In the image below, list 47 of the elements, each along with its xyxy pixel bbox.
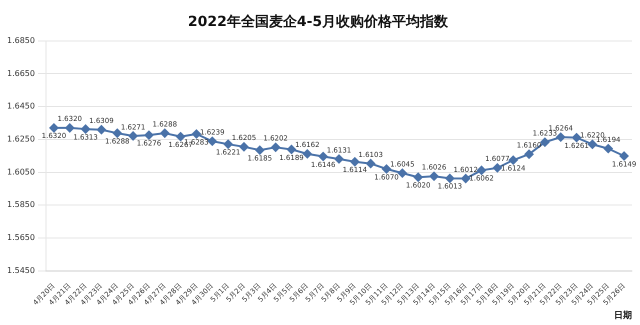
point bbox=[620, 152, 629, 161]
point bbox=[556, 132, 566, 142]
point bbox=[286, 144, 296, 154]
point bbox=[49, 123, 58, 132]
point bbox=[128, 131, 138, 140]
point bbox=[255, 146, 264, 155]
point bbox=[81, 124, 90, 134]
point bbox=[160, 128, 170, 138]
y-tick-label: 1.5650 bbox=[6, 233, 35, 242]
point bbox=[224, 140, 233, 149]
point bbox=[239, 142, 248, 152]
point bbox=[524, 150, 534, 159]
point bbox=[176, 132, 186, 142]
point bbox=[366, 159, 376, 168]
y-tick-label: 1.6850 bbox=[6, 36, 35, 45]
point bbox=[112, 128, 122, 138]
chart-title: 2022年全国麦企4-5月收购价格平均指数 bbox=[188, 14, 450, 30]
point bbox=[572, 133, 582, 142]
point bbox=[492, 163, 502, 172]
point bbox=[588, 140, 597, 149]
y-tick-label: 1.5850 bbox=[6, 200, 35, 210]
point bbox=[350, 157, 360, 166]
y-tick-label: 1.6650 bbox=[6, 68, 35, 78]
point bbox=[604, 144, 613, 154]
x-axis-title: 日期 bbox=[614, 310, 632, 321]
point bbox=[414, 172, 423, 182]
point bbox=[334, 154, 344, 164]
y-tick-label: 1.5450 bbox=[6, 266, 35, 275]
point bbox=[208, 136, 217, 146]
point bbox=[65, 123, 74, 132]
y-tick-label: 1.6050 bbox=[6, 167, 35, 176]
y-tick-label: 1.6450 bbox=[6, 102, 35, 111]
point bbox=[477, 166, 486, 175]
point bbox=[382, 164, 392, 174]
point bbox=[271, 142, 280, 152]
point bbox=[540, 138, 550, 147]
point bbox=[398, 168, 407, 178]
point bbox=[461, 174, 470, 184]
point bbox=[192, 129, 201, 138]
point bbox=[302, 149, 312, 158]
point bbox=[96, 125, 106, 134]
point bbox=[430, 172, 439, 181]
point bbox=[445, 174, 454, 183]
point bbox=[144, 130, 154, 140]
point bbox=[508, 156, 518, 165]
y-tick-label: 1.6250 bbox=[6, 134, 35, 144]
point bbox=[318, 152, 328, 162]
